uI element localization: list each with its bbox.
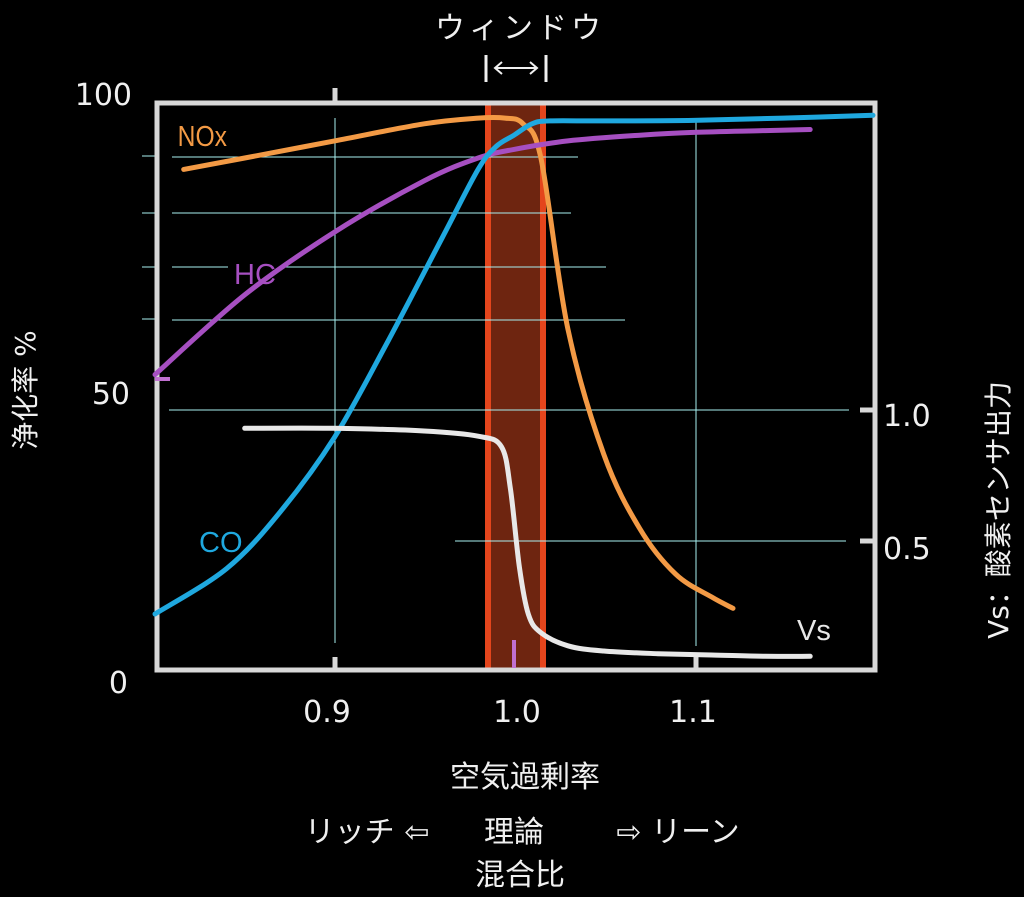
hc-label: HC (234, 259, 276, 291)
window-range-marker (484, 55, 548, 82)
nox-label: NOx (178, 120, 228, 152)
rich-label: リッチ ⇦ (305, 815, 430, 850)
x-axis-label: 空気過剰率 (450, 760, 600, 795)
co-curve (152, 112, 876, 617)
y-left-axis-label: 浄化率 % (9, 330, 42, 450)
y-left-tick-0: 0 (109, 666, 128, 701)
y-right-tick-0-5: 0.5 (883, 532, 931, 567)
vs-label: Vs (797, 615, 831, 647)
window-band (485, 104, 546, 670)
chart-title: ウィンドウ (435, 11, 605, 46)
y-right-tick-1-0: 1.0 (883, 399, 931, 434)
x-tick-1-1: 1.1 (669, 695, 717, 730)
vs-curve (242, 425, 813, 659)
stoich-label-line1: 理論 (484, 815, 544, 850)
y-right-axis-label: Vs：酸素センサ出力 (982, 381, 1015, 639)
x-tick-1-0: 1.0 (493, 695, 541, 730)
plot-frame (154, 88, 878, 673)
co-label: CO (199, 527, 243, 559)
stoich-label-line2: 混合比 (475, 858, 565, 893)
lean-label: ⇨ リーン (616, 815, 739, 850)
hc-curve (152, 127, 813, 378)
y-left-tick-100: 100 (75, 78, 132, 113)
y-left-tick-50: 50 (92, 377, 130, 412)
nox-curve (181, 114, 736, 611)
x-tick-0-9: 0.9 (303, 695, 351, 730)
